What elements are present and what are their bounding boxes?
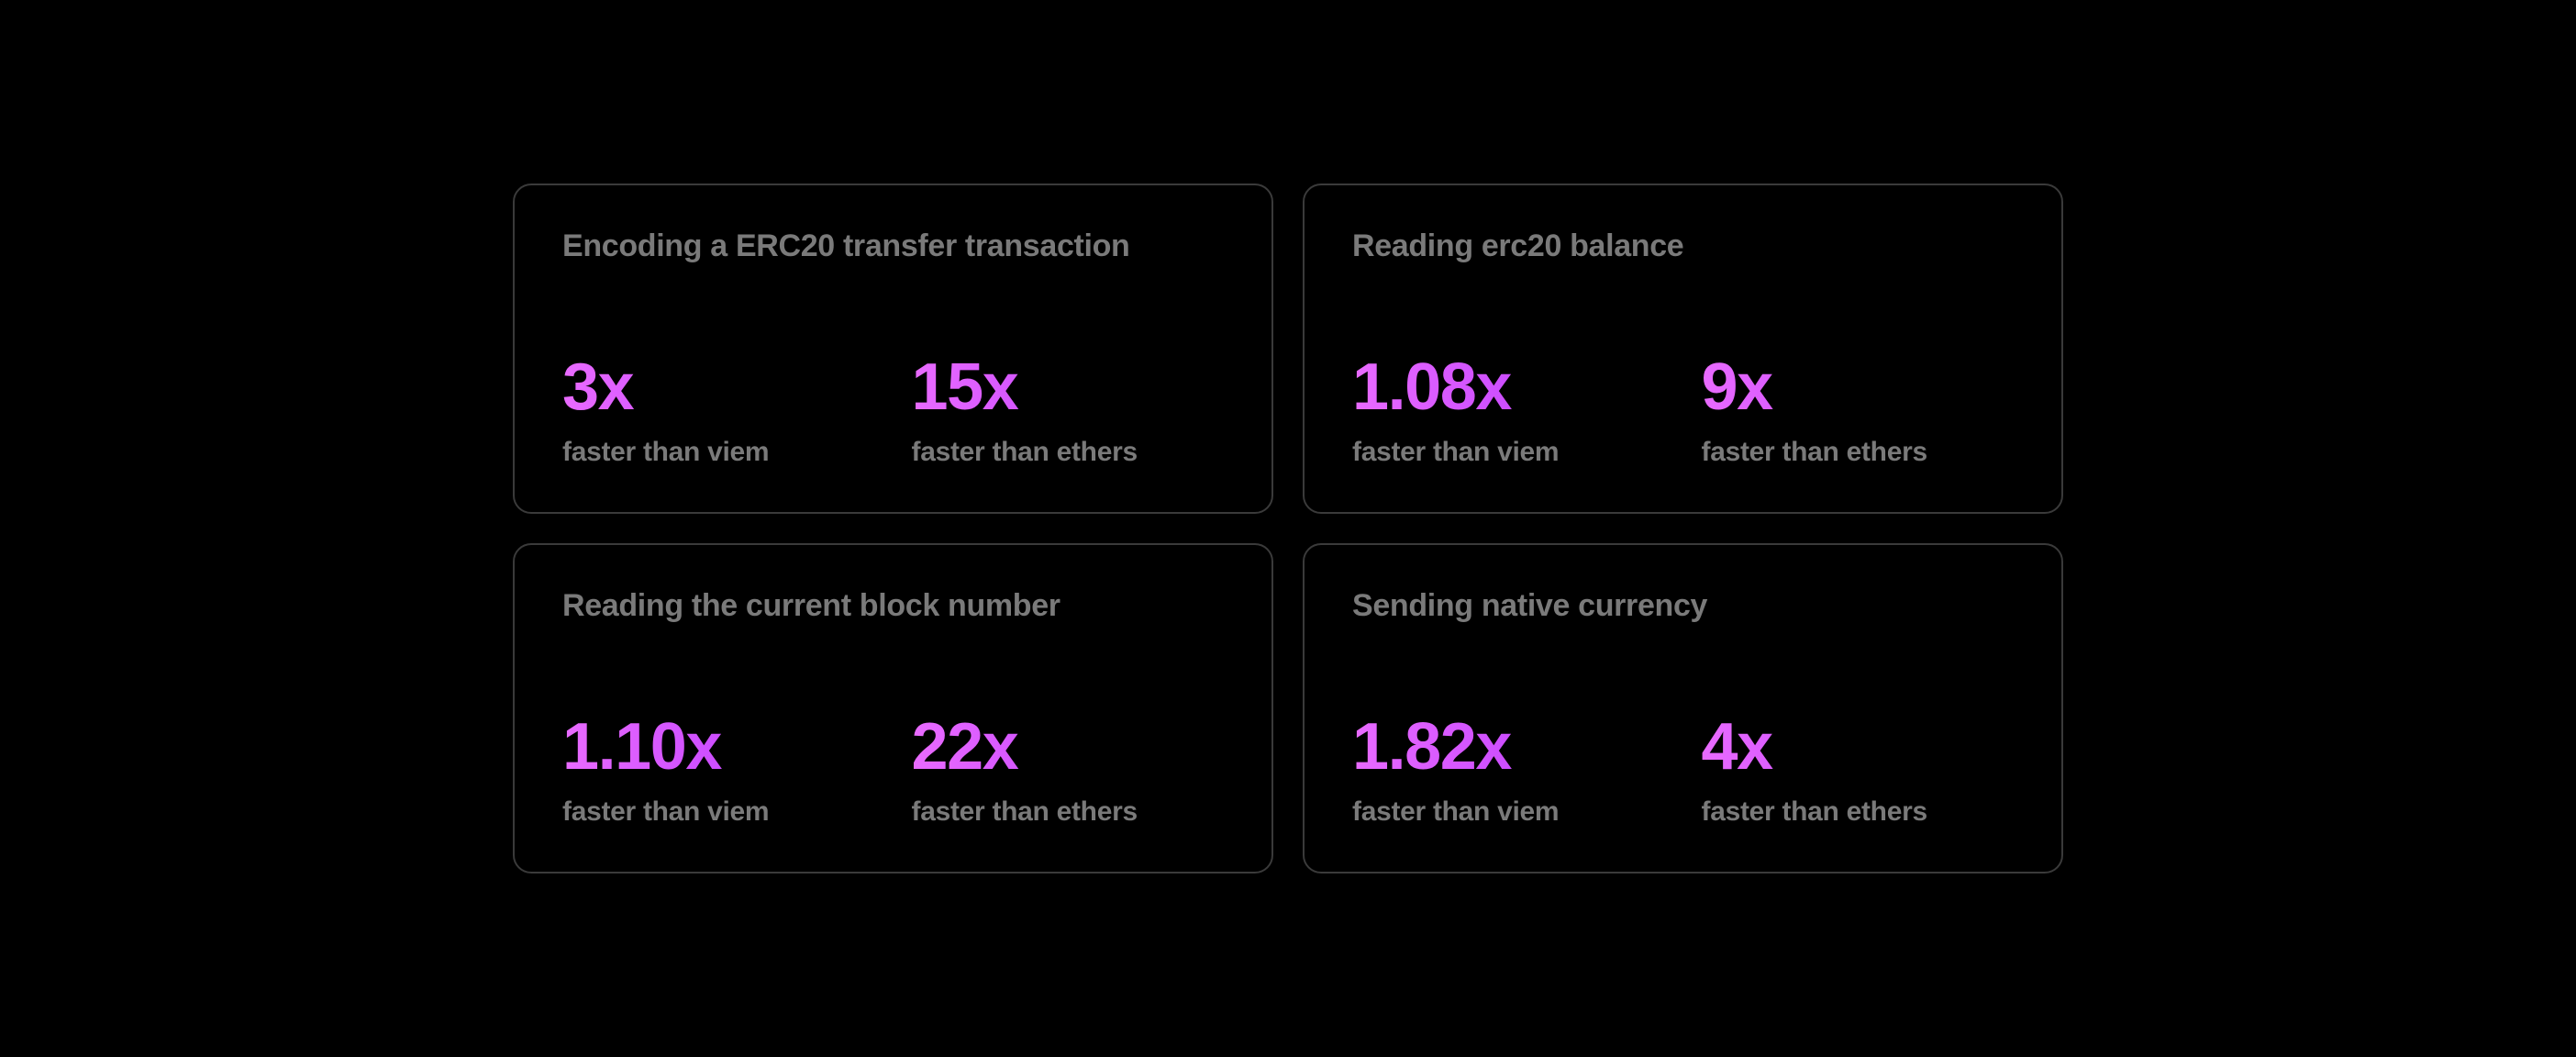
metric-value: 1.82x [1352,714,1665,780]
metric-label: faster than ethers [1702,437,2015,468]
metric-value: 3x [562,354,875,420]
card-title: Reading the current block number [562,585,1224,670]
benchmark-card: Sending native currency 1.82x faster tha… [1303,543,2063,873]
metric-viem: 1.10x faster than viem [562,714,875,828]
metric-label: faster than viem [562,437,875,468]
card-metrics: 1.82x faster than viem 4x faster than et… [1352,714,2014,828]
benchmark-card: Reading the current block number 1.10x f… [513,543,1273,873]
metric-label: faster than ethers [1702,796,2015,828]
metric-value: 15x [912,354,1225,420]
benchmark-container: Encoding a ERC20 transfer transaction 3x… [0,0,2576,1057]
metric-viem: 3x faster than viem [562,354,875,468]
metric-value: 9x [1702,354,2015,420]
card-title: Reading erc20 balance [1352,226,2014,310]
card-title: Sending native currency [1352,585,2014,670]
metric-value: 1.08x [1352,354,1665,420]
benchmark-card: Encoding a ERC20 transfer transaction 3x… [513,184,1273,514]
card-metrics: 1.10x faster than viem 22x faster than e… [562,714,1224,828]
metric-ethers: 15x faster than ethers [912,354,1225,468]
card-title: Encoding a ERC20 transfer transaction [562,226,1224,310]
metric-label: faster than ethers [912,796,1225,828]
metric-value: 1.10x [562,714,875,780]
card-metrics: 3x faster than viem 15x faster than ethe… [562,354,1224,468]
metric-value: 4x [1702,714,2015,780]
metric-ethers: 4x faster than ethers [1702,714,2015,828]
metric-value: 22x [912,714,1225,780]
metric-label: faster than viem [1352,437,1665,468]
metric-viem: 1.82x faster than viem [1352,714,1665,828]
metric-ethers: 9x faster than ethers [1702,354,2015,468]
metric-ethers: 22x faster than ethers [912,714,1225,828]
benchmark-card: Reading erc20 balance 1.08x faster than … [1303,184,2063,514]
metric-viem: 1.08x faster than viem [1352,354,1665,468]
metric-label: faster than viem [562,796,875,828]
benchmark-grid: Encoding a ERC20 transfer transaction 3x… [513,184,2063,873]
metric-label: faster than ethers [912,437,1225,468]
card-metrics: 1.08x faster than viem 9x faster than et… [1352,354,2014,468]
metric-label: faster than viem [1352,796,1665,828]
